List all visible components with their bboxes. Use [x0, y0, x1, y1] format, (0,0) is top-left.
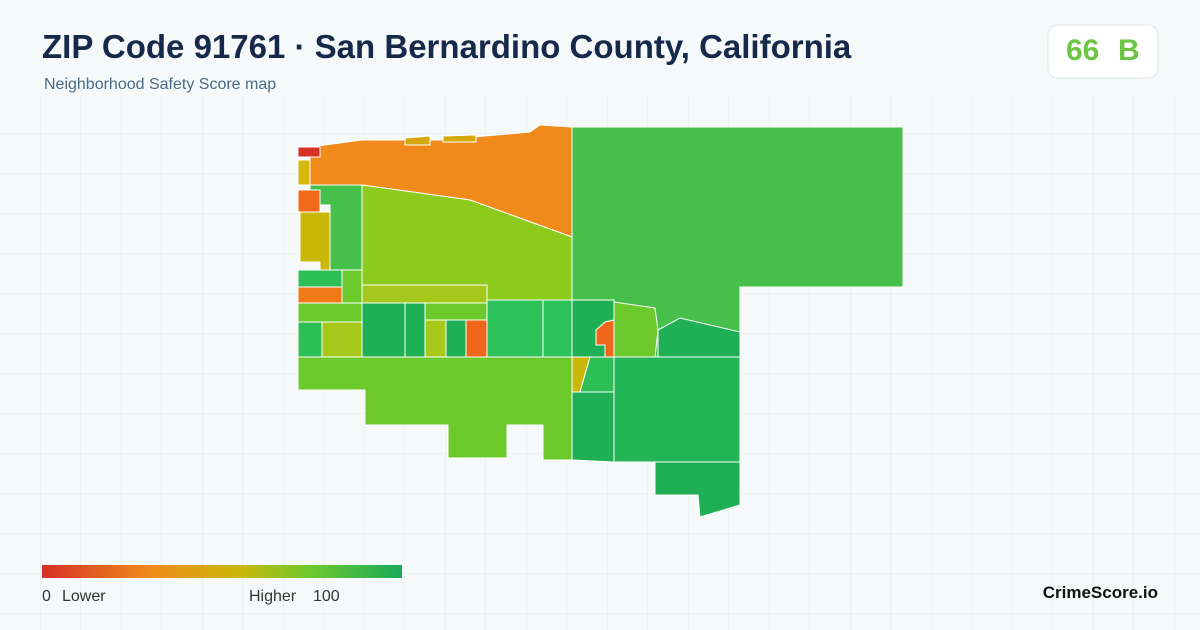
brand: CrimeScore.io	[1042, 583, 1158, 602]
area	[297, 286, 343, 304]
area	[297, 321, 323, 358]
area	[299, 211, 331, 271]
area	[321, 321, 363, 358]
area	[424, 319, 447, 358]
legend-max-label: Higher	[249, 588, 297, 605]
area	[361, 302, 406, 358]
subtitle: Neighborhood Safety Score map	[44, 76, 277, 93]
area	[361, 284, 488, 304]
area	[297, 189, 321, 213]
grade: B	[1118, 34, 1140, 67]
legend-min: 0	[42, 588, 51, 605]
legend-bar	[42, 565, 402, 578]
area	[297, 159, 311, 186]
area	[613, 356, 741, 463]
title: ZIP Code 91761 · San Bernardino County, …	[42, 28, 852, 65]
score-badge	[1047, 24, 1159, 79]
score: 66	[1066, 34, 1100, 67]
area	[486, 299, 544, 358]
area	[445, 319, 467, 358]
legend-max: 100	[313, 588, 340, 605]
area	[571, 391, 615, 463]
area	[297, 269, 343, 288]
area	[613, 301, 659, 358]
area	[404, 302, 426, 358]
area	[404, 134, 477, 146]
area	[465, 319, 488, 358]
area	[657, 317, 741, 358]
area	[297, 302, 363, 323]
area	[654, 461, 741, 518]
zip-areas	[297, 124, 904, 518]
area	[542, 299, 573, 358]
legend-min-label: Lower	[62, 588, 106, 605]
area	[341, 269, 363, 304]
area	[424, 302, 488, 321]
area	[297, 146, 321, 158]
